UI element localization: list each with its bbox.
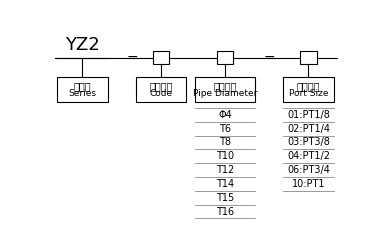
Bar: [217, 51, 233, 64]
Text: 04:PT1/2: 04:PT1/2: [287, 151, 330, 161]
Text: YZ2: YZ2: [65, 36, 99, 53]
Text: Φ4: Φ4: [218, 110, 232, 120]
Text: Τ15: Τ15: [216, 193, 234, 203]
Text: −: −: [127, 49, 139, 64]
Text: Series: Series: [68, 89, 96, 98]
Text: Τ6: Τ6: [219, 123, 231, 134]
Bar: [136, 77, 186, 102]
Text: Τ8: Τ8: [219, 137, 231, 147]
Text: Port Size: Port Size: [289, 89, 328, 98]
Text: Τ14: Τ14: [216, 179, 234, 189]
Text: 软管尺寸: 软管尺寸: [214, 81, 237, 91]
Text: Τ12: Τ12: [216, 165, 234, 175]
Text: Code: Code: [149, 89, 173, 98]
Text: 01:PT1/8: 01:PT1/8: [287, 110, 330, 120]
Text: Pipe Diameter: Pipe Diameter: [193, 89, 257, 98]
Text: 03:PT3/8: 03:PT3/8: [287, 137, 330, 147]
Text: 路径尺寸: 路径尺寸: [297, 81, 320, 91]
Text: 10:PT1: 10:PT1: [292, 179, 325, 189]
Text: 02:PT1/4: 02:PT1/4: [287, 123, 330, 134]
Bar: [283, 77, 334, 102]
Bar: [195, 77, 255, 102]
Text: −: −: [264, 49, 276, 64]
Text: 06:PT3/4: 06:PT3/4: [287, 165, 330, 175]
Text: Τ10: Τ10: [216, 151, 234, 161]
Bar: [153, 51, 169, 64]
Bar: [300, 51, 316, 64]
Bar: [57, 77, 108, 102]
Text: Τ16: Τ16: [216, 207, 234, 216]
Text: 系列号: 系列号: [73, 81, 91, 91]
Text: 外形代码: 外形代码: [149, 81, 173, 91]
